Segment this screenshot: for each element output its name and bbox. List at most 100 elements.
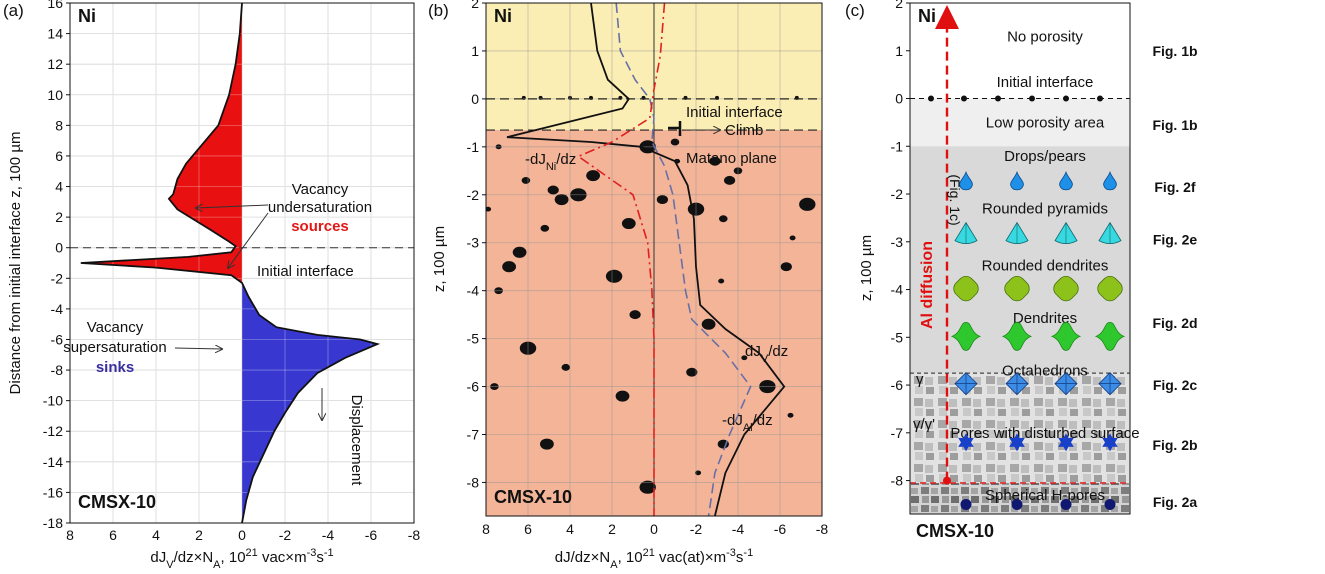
sources-arrow-1 — [196, 205, 269, 208]
y-tick-label: -14 — [43, 454, 63, 470]
series-line — [615, 3, 752, 516]
y-tick-label: -4 — [467, 283, 480, 299]
zone-label: No porosity — [1007, 28, 1083, 45]
interface-marker — [1029, 95, 1035, 102]
panel-a-element-label: Ni — [78, 6, 96, 26]
panel-b-initial-interface-label: Initial interface — [686, 104, 783, 121]
panel-a-xlabel: dJV/dz×NA, 1021 vac×m-3s-1 — [150, 547, 333, 571]
panel-b-xlabel: dJ/dz×NA, 1021 vac(at)×m-3s-1 — [555, 547, 753, 571]
fig1c-label: (Fig. 1c) — [947, 174, 963, 225]
y-tick-label: -3 — [467, 235, 480, 251]
spherical-pore-icon — [1060, 498, 1072, 510]
spherical-pore-icon — [960, 498, 972, 510]
x-tick-label: 8 — [66, 527, 74, 543]
y-tick-label: 0 — [895, 91, 903, 107]
zone-label: Rounded pyramids — [982, 200, 1108, 217]
y-tick-label: -2 — [467, 187, 480, 203]
zone-label: Low porosity area — [986, 114, 1105, 131]
pore — [502, 261, 516, 273]
rounded-dendrite-icon — [1053, 275, 1079, 302]
y-tick-label: -8 — [891, 473, 904, 489]
x-tick-label: 2 — [195, 527, 203, 543]
y-tick-label: -10 — [43, 393, 63, 409]
x-tick-label: 2 — [608, 521, 616, 537]
panel-a: (a) 8 6 4 2 0 -2 -4 -6 -8 16 14 12 10 8 6 4 2 0 -2 -4 -6 -8 -1… — [3, 0, 420, 571]
pore — [621, 218, 636, 230]
x-tick-label: 8 — [482, 521, 490, 537]
panel-a-ylabel: Distance from initial interface z, 100 µ… — [7, 132, 24, 395]
interface-marker — [995, 95, 1001, 102]
pore — [718, 278, 725, 284]
x-tick-label: -2 — [279, 527, 292, 543]
al-diffusion-label: Al diffusion — [919, 241, 936, 329]
panel-c-ticks: 2 1 0 -1 -2 -3 -4 -5 -6 -7 -8 — [891, 0, 910, 489]
zone-labels: No porosity Initial interface Low porosity… — [950, 28, 1139, 503]
panel-a-initial-interface-label: Initial interface — [257, 263, 354, 280]
y-tick-label: -12 — [43, 423, 63, 439]
zone-label: Drops/pears — [1004, 148, 1086, 165]
y-tick-label: -8 — [51, 362, 64, 378]
zone-label: Rounded dendrites — [982, 258, 1109, 275]
matano-plane-label: Matano plane — [686, 150, 777, 167]
panel-b-ylabel: z, 100 µm — [431, 226, 448, 292]
rounded-dendrite-icon — [1004, 275, 1030, 302]
y-tick-label: -6 — [891, 377, 904, 393]
label-dj-ni: -dJNi/dz — [525, 151, 576, 173]
gamma-label: γ — [916, 371, 924, 388]
label-dj-al: -dJAl/dz — [722, 412, 773, 434]
y-tick-label: 0 — [55, 240, 63, 256]
sources-area — [80, 3, 242, 283]
y-tick-label: 1 — [895, 43, 903, 59]
panel-c-alloy-label: CMSX-10 — [916, 521, 994, 541]
interface-marker — [961, 95, 967, 102]
pore — [605, 269, 623, 283]
panel-b-letter: (b) — [428, 1, 449, 20]
figure-references: Fig. 1b Fig. 1b Fig. 2f Fig. 2e Fig. 2d Fig. … — [1152, 43, 1197, 510]
octahedron-edges — [1055, 372, 1077, 395]
figure-ref: Fig. 1b — [1152, 117, 1197, 133]
y-tick-label: -1 — [467, 139, 480, 155]
y-tick-label: -5 — [467, 331, 480, 347]
x-tick-label: -4 — [322, 527, 335, 543]
panel-a-alloy-label: CMSX-10 — [78, 492, 156, 512]
sinks-arrow — [174, 348, 222, 349]
panel-b-element-label: Ni — [494, 6, 512, 26]
figure-ref: Fig. 2f — [1154, 179, 1196, 195]
drop-pore-icon — [1010, 170, 1024, 191]
vacancy-super-label-1: Vacancy — [87, 319, 144, 336]
zone-label: Initial interface — [997, 74, 1094, 91]
y-tick-label: -8 — [467, 474, 480, 490]
y-tick-label: 2 — [55, 209, 63, 225]
sources-label: sources — [291, 218, 349, 235]
figure-ref: Fig. 2c — [1153, 377, 1198, 393]
zone-label: Pores with disturbed surface — [950, 425, 1139, 442]
panel-c: (c) 2 1 0 -1 -2 -3 -4 -5 -6 -7 -8 Al diffusion (Fi… — [845, 0, 1198, 541]
figure-ref: Fig. 1b — [1152, 43, 1197, 59]
series-line — [506, 3, 786, 516]
panel-b-ticks: 8 6 4 2 0 -2 -4 -6 -8 2 1 0 -1 -2 -3 -4 -5 -6 -7 -8 — [467, 0, 829, 537]
y-tick-label: -6 — [467, 379, 480, 395]
panel-c-frame — [909, 2, 1131, 515]
y-tick-label: 4 — [55, 179, 63, 195]
rounded-dendrite-icon — [1097, 275, 1123, 302]
y-tick-label: 12 — [47, 56, 63, 72]
octahedron-edges — [955, 372, 977, 395]
drop-pore-icon — [1059, 170, 1073, 191]
y-tick-label: -3 — [891, 234, 904, 250]
y-tick-label: -4 — [51, 301, 64, 317]
y-tick-label: 8 — [55, 117, 63, 133]
dendrite-icon — [1094, 321, 1126, 351]
pore — [554, 194, 569, 206]
pore — [629, 310, 641, 320]
x-tick-label: 4 — [566, 521, 574, 537]
x-tick-label: 0 — [238, 527, 246, 543]
pore — [639, 480, 656, 494]
pore — [561, 363, 571, 371]
star-pore-icon — [1058, 433, 1074, 452]
pore — [540, 438, 554, 450]
spherical-pore-icon — [1011, 498, 1023, 510]
interface-marker — [1063, 95, 1069, 102]
panel-a-letter: (a) — [3, 1, 24, 20]
